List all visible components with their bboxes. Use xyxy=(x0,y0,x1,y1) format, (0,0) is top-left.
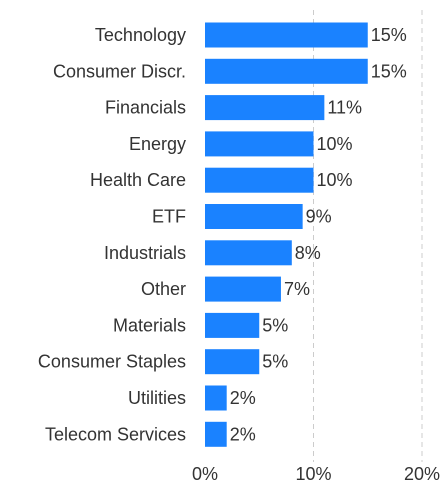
value-label-5: 9% xyxy=(306,207,332,227)
value-label-4: 10% xyxy=(317,170,353,190)
category-label-10: Utilities xyxy=(128,388,186,408)
bar-3 xyxy=(205,131,314,157)
category-label-5: ETF xyxy=(152,207,186,227)
bar-2 xyxy=(205,95,325,121)
value-label-2: 11% xyxy=(327,98,362,118)
value-label-11: 2% xyxy=(230,424,256,444)
bar-4 xyxy=(205,167,314,193)
category-label-7: Other xyxy=(141,279,186,299)
category-label-9: Consumer Staples xyxy=(38,352,186,372)
bar-0 xyxy=(205,22,368,48)
category-label-2: Financials xyxy=(105,98,186,118)
category-label-4: Health Care xyxy=(90,170,186,190)
category-label-6: Industrials xyxy=(104,243,186,263)
category-label-3: Energy xyxy=(129,134,186,154)
category-label-1: Consumer Discr. xyxy=(53,61,186,81)
value-label-3: 10% xyxy=(317,134,353,154)
category-label-0: Technology xyxy=(95,25,186,45)
x-tick-label-1: 10% xyxy=(295,464,331,484)
bar-6 xyxy=(205,240,292,266)
value-label-10: 2% xyxy=(230,388,256,408)
bar-8 xyxy=(205,312,260,338)
x-tick-label-2: 20% xyxy=(404,464,440,484)
bar-7 xyxy=(205,276,281,302)
value-label-8: 5% xyxy=(262,315,288,335)
bar-5 xyxy=(205,204,303,229)
value-label-9: 5% xyxy=(262,352,288,372)
bar-11 xyxy=(205,421,227,447)
bar-10 xyxy=(205,385,227,411)
value-label-0: 15% xyxy=(371,25,407,45)
x-tick-label-0: 0% xyxy=(192,464,218,484)
bar-9 xyxy=(205,349,260,375)
value-label-1: 15% xyxy=(371,61,407,81)
category-label-8: Materials xyxy=(113,315,186,335)
bar-1 xyxy=(205,58,368,84)
value-label-6: 8% xyxy=(295,243,321,263)
value-label-7: 7% xyxy=(284,279,310,299)
category-label-11: Telecom Services xyxy=(45,424,186,444)
